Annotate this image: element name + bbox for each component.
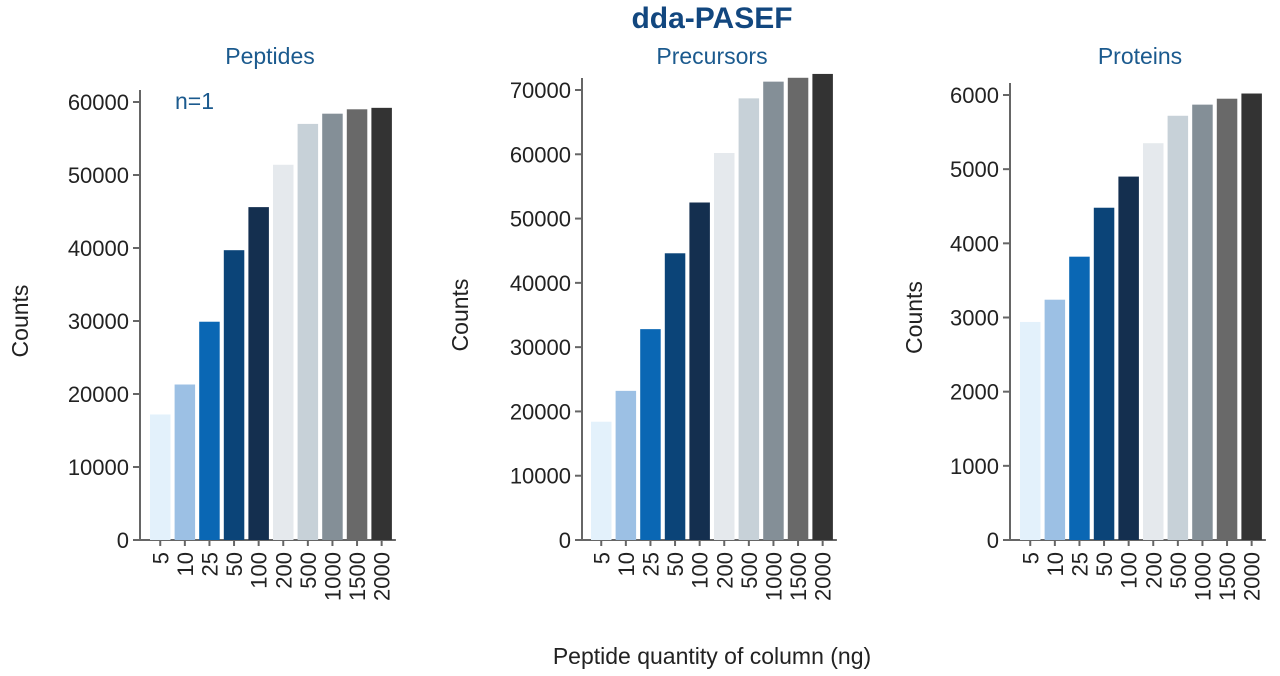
x-tick-label: 200	[1141, 552, 1166, 589]
x-tick-label: 2000	[370, 552, 395, 601]
x-tick-label: 1000	[320, 552, 345, 601]
y-tick-label: 6000	[950, 83, 999, 108]
x-tick-label: 25	[638, 552, 663, 576]
y-tick-label: 1000	[950, 454, 999, 479]
bar-5	[1020, 321, 1041, 540]
bar-50	[664, 253, 686, 541]
y-tick-label: 10000	[510, 464, 571, 489]
x-tick-label: 5	[1018, 552, 1043, 564]
y-tick-label: 0	[117, 528, 129, 553]
bar-10	[615, 390, 637, 540]
bar-10	[174, 384, 196, 540]
panel-title: Proteins	[1098, 43, 1182, 69]
y-tick-label: 60000	[510, 142, 571, 167]
bar-100	[248, 207, 269, 540]
x-tick-label: 50	[222, 552, 247, 576]
y-tick-label: 50000	[68, 163, 129, 188]
bar-2000	[371, 107, 392, 540]
bar-100	[1118, 176, 1139, 541]
y-tick-label: 20000	[510, 399, 571, 424]
x-tick-label: 2000	[1240, 552, 1265, 601]
x-tick-label: 1000	[1190, 552, 1215, 601]
x-tick-label: 1500	[786, 552, 811, 601]
y-axis-label: Counts	[901, 281, 927, 354]
x-tick-label: 500	[737, 552, 762, 589]
x-tick-label: 5	[148, 552, 173, 564]
y-tick-label: 40000	[510, 271, 571, 296]
bar-2000	[812, 73, 833, 540]
x-tick-label: 25	[1067, 552, 1092, 576]
bar-25	[199, 321, 220, 540]
x-tick-label: 500	[296, 552, 321, 589]
x-tick-label: 2000	[811, 552, 836, 601]
bar-5	[591, 421, 612, 540]
x-tick-label: 1000	[761, 552, 786, 601]
chart-panel-precursors: Precursors Counts 0 10000 20000 30000 40000 500…	[447, 43, 837, 601]
bar-50	[223, 250, 245, 540]
bar-200	[1143, 143, 1164, 541]
y-tick-label: 40000	[68, 236, 129, 261]
x-axis-label: Peptide quantity of column (ng)	[553, 643, 871, 669]
x-tick-label: 10	[173, 552, 198, 576]
chart-panel-proteins: Proteins Counts 0 1000 2000 3000 4000 5000 6000 5…	[901, 43, 1266, 601]
panel-title: Precursors	[656, 43, 767, 69]
x-tick-label: 100	[1117, 552, 1142, 589]
chart-panel-peptides: Peptides Counts 0 10000 20000 30000 40000 50000…	[7, 43, 396, 601]
bar-1000	[322, 113, 343, 541]
x-tick-label: 25	[197, 552, 222, 576]
bar-1500	[787, 77, 809, 541]
bar-500	[1167, 115, 1189, 541]
x-tick-label: 10	[614, 552, 639, 576]
y-axis-label: Counts	[447, 279, 473, 352]
bar-200	[273, 164, 294, 540]
y-tick-label: 20000	[68, 382, 129, 407]
bar-10	[1044, 299, 1066, 540]
y-tick-label: 30000	[510, 335, 571, 360]
bar-50	[1093, 207, 1115, 540]
y-tick-label: 50000	[510, 207, 571, 232]
x-tick-label: 200	[712, 552, 737, 589]
y-tick-label: 0	[559, 528, 571, 553]
y-tick-label: 3000	[950, 306, 999, 331]
bar-1500	[346, 109, 368, 541]
bar-100	[689, 202, 710, 540]
x-tick-label: 1500	[345, 552, 370, 601]
bar-500	[297, 123, 319, 541]
bar-1000	[763, 81, 784, 541]
bar-1500	[1216, 98, 1238, 540]
bar-1000	[1192, 104, 1213, 541]
y-tick-label: 4000	[950, 231, 999, 256]
x-tick-label: 10	[1043, 552, 1068, 576]
y-tick-label: 10000	[68, 455, 129, 480]
sample-size-annotation: n=1	[175, 88, 214, 114]
chart-panels: PeptidesCounts01000020000300004000050000…	[7, 43, 1266, 601]
y-tick-label: 5000	[950, 157, 999, 182]
y-tick-label: 0	[987, 528, 999, 553]
x-tick-label: 1500	[1215, 552, 1240, 601]
bar-200	[714, 153, 735, 540]
panel-title: Peptides	[225, 43, 315, 69]
x-tick-label: 50	[1092, 552, 1117, 576]
x-tick-label: 200	[271, 552, 296, 589]
y-axis-label: Counts	[7, 285, 33, 358]
x-tick-label: 100	[688, 552, 713, 589]
y-tick-label: 30000	[68, 309, 129, 334]
x-tick-label: 50	[663, 552, 688, 576]
y-tick-label: 70000	[510, 78, 571, 103]
bar-500	[738, 98, 760, 540]
x-tick-label: 500	[1166, 552, 1191, 589]
x-tick-label: 100	[247, 552, 272, 589]
y-tick-label: 2000	[950, 380, 999, 405]
figure-title: dda-PASEF	[631, 2, 792, 35]
bar-25	[1069, 256, 1090, 540]
x-tick-label: 5	[589, 552, 614, 564]
bar-2000	[1241, 93, 1262, 541]
bar-25	[640, 329, 661, 540]
y-tick-label: 60000	[68, 90, 129, 115]
bar-5	[150, 414, 171, 540]
